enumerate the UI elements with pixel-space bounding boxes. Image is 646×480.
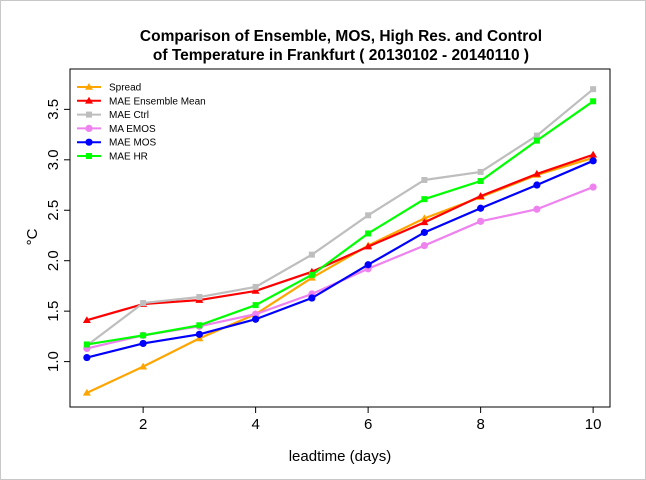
- data-point: [196, 322, 203, 329]
- data-point: [139, 362, 148, 370]
- data-point: [139, 339, 147, 348]
- data-point: [533, 181, 541, 189]
- series-line: [86, 100, 594, 346]
- legend-item: Spread: [77, 83, 141, 94]
- data-point: [365, 230, 372, 237]
- legend-item: MA EMOS: [77, 124, 156, 135]
- legend-label: Spread: [109, 83, 141, 94]
- chart-subtitle: of Temperature in Frankfurt ( 20130102 -…: [153, 47, 529, 64]
- data-point: [308, 251, 315, 258]
- y-axis: 1.0 1.5 2.0 2.5 3.0 3.5: [45, 99, 70, 372]
- legend-label: MAE MOS: [109, 138, 157, 149]
- legend: Spread MAE Ensemble Mean MAE Ctrl MA EMOS MA…: [77, 83, 206, 163]
- data-point: [252, 283, 259, 290]
- x-tick-label: 10: [585, 416, 602, 433]
- y-tick-label: 1.5: [45, 301, 62, 322]
- data-point: [533, 132, 540, 139]
- series-mae-ensemble-mean: [82, 150, 598, 324]
- legend-swatch-marker: [85, 138, 93, 146]
- chart-title: Comparison of Ensemble, MOS, High Res. a…: [140, 28, 542, 45]
- legend-swatch-marker: [86, 111, 92, 118]
- data-point: [420, 228, 428, 237]
- series-layer: [82, 86, 598, 396]
- data-point: [590, 86, 597, 93]
- x-tick-label: 8: [476, 416, 484, 433]
- data-point: [589, 157, 597, 165]
- x-tick-label: 6: [364, 416, 372, 433]
- y-tick-label: 3.0: [45, 149, 62, 170]
- plot-area: [69, 68, 611, 408]
- data-point: [420, 218, 429, 226]
- data-point: [364, 261, 372, 269]
- legend-label: MAE HR: [109, 152, 148, 163]
- data-point: [420, 241, 428, 250]
- series-ma-emos: [83, 183, 597, 353]
- data-point: [532, 169, 541, 177]
- legend-item: MAE Ensemble Mean: [77, 96, 206, 107]
- series-mae-ctrl: [83, 86, 597, 349]
- data-point: [252, 315, 260, 323]
- series-mae-mos: [83, 157, 597, 362]
- y-axis-label: °C: [24, 228, 41, 245]
- data-point: [364, 242, 373, 250]
- series-line: [86, 153, 594, 322]
- data-point: [477, 217, 485, 225]
- x-axis: 2 4 6 8 10: [139, 407, 602, 433]
- legend-item: MAE HR: [77, 152, 148, 163]
- data-point: [251, 286, 260, 294]
- y-tick-label: 3.5: [45, 99, 62, 120]
- legend-item: MAE MOS: [77, 138, 157, 149]
- data-point: [477, 204, 485, 212]
- data-point: [421, 176, 428, 183]
- y-tick-label: 2.0: [45, 250, 62, 271]
- data-point: [476, 192, 485, 199]
- data-point: [252, 310, 260, 318]
- data-point: [82, 316, 91, 324]
- data-point: [533, 205, 541, 213]
- data-point: [589, 150, 598, 158]
- data-point: [308, 294, 316, 302]
- legend-swatch-marker: [85, 124, 93, 132]
- data-point: [420, 214, 429, 222]
- data-point: [140, 332, 147, 339]
- legend-swatch-marker: [85, 96, 93, 104]
- data-point: [477, 168, 484, 175]
- y-tick-label: 2.5: [45, 200, 62, 221]
- series-line: [86, 186, 594, 350]
- data-point: [421, 196, 428, 203]
- x-tick-label: 4: [251, 416, 259, 433]
- data-point: [83, 353, 91, 362]
- y-tick-label: 1.0: [45, 351, 62, 372]
- x-axis-label: leadtime (days): [289, 448, 392, 465]
- x-tick-label: 2: [139, 416, 147, 433]
- data-point: [82, 388, 91, 396]
- series-line: [86, 88, 594, 347]
- data-point: [589, 183, 597, 191]
- data-point: [140, 300, 147, 307]
- data-point: [590, 98, 597, 105]
- data-point: [477, 177, 484, 184]
- legend-swatch-marker: [85, 83, 93, 90]
- data-point: [252, 302, 259, 309]
- legend-swatch-marker: [86, 153, 92, 159]
- data-point: [196, 294, 203, 301]
- series-spread: [82, 153, 598, 396]
- legend-label: MAE Ensemble Mean: [109, 96, 206, 107]
- data-point: [308, 271, 315, 278]
- legend-item: MAE Ctrl: [77, 110, 149, 121]
- data-point: [365, 212, 372, 219]
- data-point: [195, 330, 203, 338]
- series-mae-hr: [83, 98, 597, 348]
- data-point: [533, 137, 540, 144]
- series-line: [86, 159, 594, 359]
- legend-label: MA EMOS: [109, 124, 156, 135]
- data-point: [83, 341, 90, 348]
- legend-label: MAE Ctrl: [109, 110, 149, 121]
